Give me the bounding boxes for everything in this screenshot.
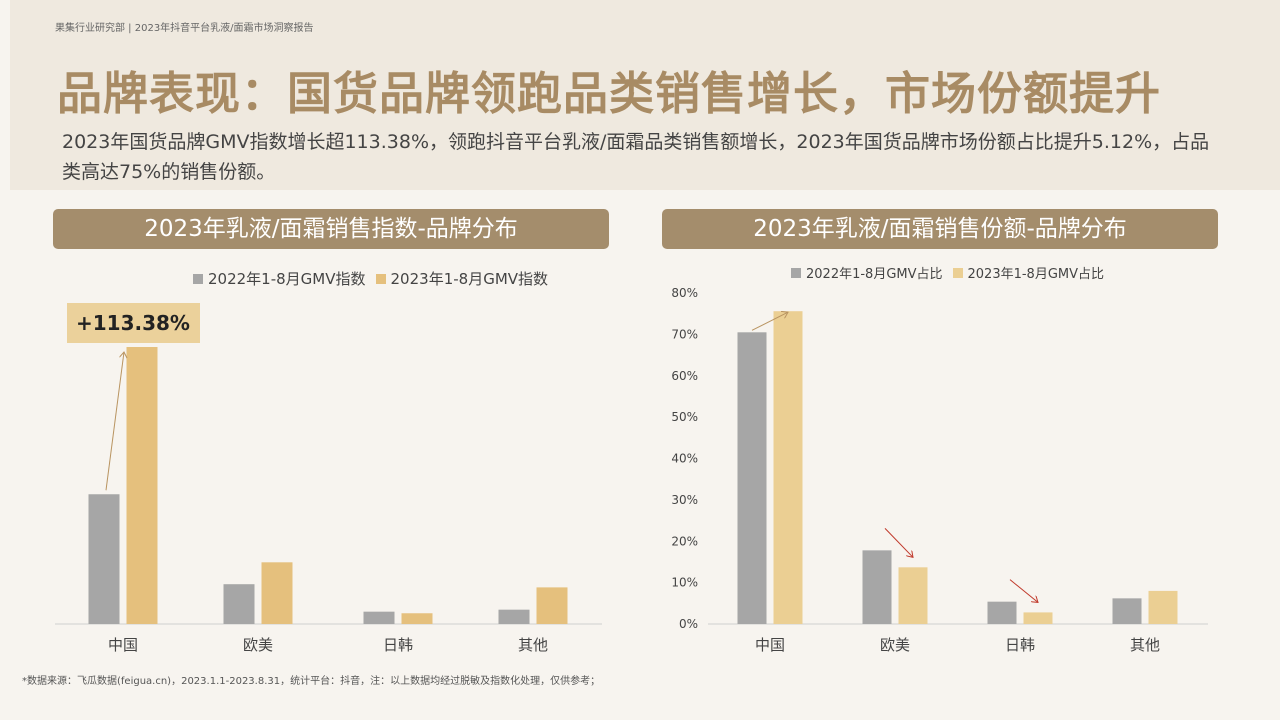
growth-annotation-label: +113.38%: [76, 311, 190, 335]
bar-2022-3: [498, 609, 530, 624]
y-tick-label: 20%: [671, 534, 698, 548]
right-chart-legend: 2022年1-8月GMV占比 2023年1-8月GMV占比: [791, 263, 1114, 282]
right-chart-title: 2023年乳液/面霜销售份额-品牌分布: [662, 209, 1218, 249]
bar-2023-3: [536, 587, 568, 624]
legend-label-2023-share: 2023年1-8月GMV占比: [967, 267, 1105, 282]
bar-2023-share-2: [1023, 612, 1053, 624]
bar-2022-share-3: [1112, 598, 1142, 624]
x-tick-label: 日韩: [383, 636, 413, 654]
legend-swatch-2023: [375, 273, 386, 284]
bar-2022-1: [223, 584, 255, 624]
bar-2023-2: [401, 613, 433, 624]
footnote: *数据来源：飞瓜数据(feigua.cn)，2023.1.1-2023.8.31…: [22, 676, 601, 687]
y-tick-label: 80%: [671, 286, 698, 300]
bar-2022-share-1: [862, 550, 892, 624]
bar-2023-share-0: [773, 311, 803, 624]
y-tick-label: 60%: [671, 369, 698, 383]
x-tick-label: 欧美: [880, 636, 910, 654]
bar-2023-0: [126, 346, 158, 624]
bar-2023-share-1: [898, 567, 928, 624]
y-tick-label: 30%: [671, 493, 698, 507]
legend-swatch-2022: [193, 273, 203, 284]
breadcrumb: 果集行业研究部 | 2023年抖音平台乳液/面霜市场洞察报告: [55, 23, 314, 34]
x-tick-label: 其他: [1130, 636, 1160, 654]
x-tick-label: 中国: [108, 636, 138, 654]
x-tick-label: 欧美: [243, 636, 273, 654]
legend-swatch-2023-share: [952, 267, 963, 278]
left-chart-legend: 2022年1-8月GMV指数 2023年1-8月GMV指数: [193, 268, 558, 289]
y-tick-label: 40%: [671, 452, 698, 466]
legend-item-2023: 2023年1-8月GMV指数: [375, 268, 549, 289]
right-bar-chart: 0% 10% 20% 30% 40% 50% 60% 70% 80% 中国 欧美 日韩 其他: [671, 286, 1208, 654]
legend-swatch-2022-share: [791, 267, 801, 278]
page-title: 品牌表现：国货品牌领跑品类销售增长，市场份额提升: [57, 67, 1162, 120]
header-band: [10, 0, 1280, 190]
bar-2023-1: [261, 562, 293, 624]
legend-item-2023-share: 2023年1-8月GMV占比: [952, 263, 1105, 282]
share-down-arrow: [884, 528, 913, 557]
legend-label-2023: 2023年1-8月GMV指数: [390, 270, 549, 288]
bar-2022-share-0: [737, 332, 767, 624]
growth-annotation-box: [67, 303, 200, 343]
left-chart-title: 2023年乳液/面霜销售指数-品牌分布: [53, 209, 609, 249]
page-subtitle: 2023年国货品牌GMV指数增长超113.38%，领跑抖音平台乳液/面霜品类销售…: [62, 131, 1210, 183]
bar-2023-share-3: [1148, 590, 1178, 624]
legend-label-2022: 2022年1-8月GMV指数: [208, 270, 366, 288]
bar-2022-2: [363, 611, 395, 624]
x-tick-label: 日韩: [1005, 636, 1035, 654]
y-tick-label: 10%: [671, 576, 698, 590]
y-tick-label: 50%: [671, 410, 698, 424]
legend-label-2022-share: 2022年1-8月GMV占比: [806, 267, 943, 282]
bar-2022-0: [88, 494, 120, 624]
y-tick-label: 0%: [679, 617, 698, 631]
share-up-arrow: [751, 312, 788, 331]
x-tick-label: 其他: [518, 636, 548, 654]
y-tick-label: 70%: [671, 327, 698, 341]
growth-arrow: [105, 352, 124, 491]
bar-2022-share-2: [987, 601, 1017, 624]
left-bar-chart: 中国 欧美 日韩 其他 +113.38%: [55, 303, 602, 654]
legend-item-2022-share: 2022年1-8月GMV占比: [791, 263, 943, 282]
legend-item-2022: 2022年1-8月GMV指数: [193, 268, 366, 289]
x-tick-label: 中国: [755, 636, 785, 654]
share-down-arrow: [1009, 579, 1038, 603]
